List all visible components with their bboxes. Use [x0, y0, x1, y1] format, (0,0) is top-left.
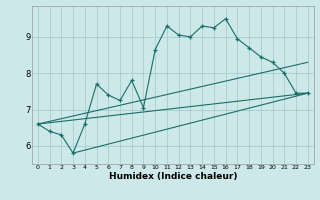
X-axis label: Humidex (Indice chaleur): Humidex (Indice chaleur)	[108, 172, 237, 181]
